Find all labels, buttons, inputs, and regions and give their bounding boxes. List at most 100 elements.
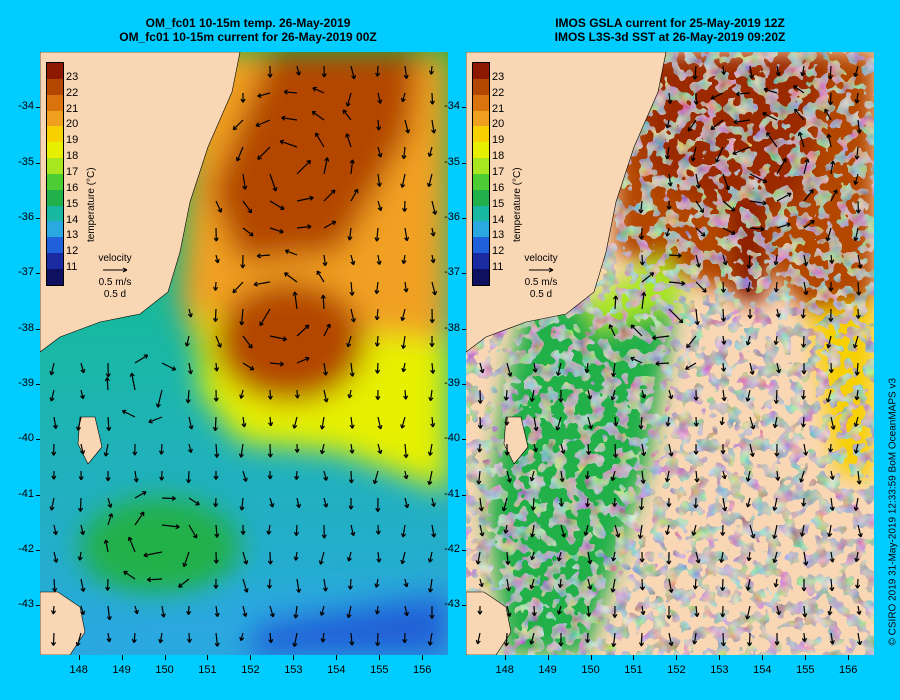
- current-vector-arrow: [855, 200, 861, 214]
- current-vector-arrow: [854, 146, 860, 160]
- current-vector-arrow: [611, 551, 617, 562]
- current-vector-arrow: [78, 470, 84, 481]
- current-vector-arrow: [347, 227, 353, 241]
- current-vector-arrow: [803, 189, 814, 202]
- right-panel-title: IMOS GSLA current for 25-May-2019 12Z IM…: [460, 16, 880, 44]
- current-vector-arrow: [630, 356, 643, 364]
- current-vector-arrow: [50, 632, 57, 646]
- longitude-tick-mark: [379, 655, 381, 660]
- colorbar-title: temperature (°C): [512, 167, 523, 242]
- current-vector-arrow: [213, 551, 219, 564]
- current-vector-arrow: [75, 632, 82, 647]
- left-title-line2: OM_fc01 10-15m current for 26-May-2019 0…: [119, 30, 377, 44]
- current-vector-arrow: [530, 524, 536, 538]
- colorbar-swatch: [473, 63, 489, 79]
- current-vector-arrow: [323, 157, 330, 175]
- current-vector-arrow: [257, 92, 271, 98]
- longitude-tick-mark: [547, 655, 549, 660]
- current-vector-arrow: [614, 524, 621, 538]
- current-vector-arrow: [158, 443, 165, 455]
- current-vector-arrow: [558, 497, 564, 507]
- current-vector-arrow: [797, 131, 805, 148]
- current-vector-arrow: [320, 294, 326, 310]
- model-sst-field: [40, 52, 448, 655]
- current-vector-arrow: [747, 308, 753, 319]
- current-vector-arrow: [267, 65, 273, 78]
- current-vector-arrow: [403, 65, 409, 79]
- current-vector-arrow: [665, 119, 671, 129]
- current-vector-arrow: [722, 227, 736, 235]
- longitude-tick-label: 152: [241, 664, 260, 676]
- satellite-sst-map[interactable]: 23 22 21 20 19 18 17 16 15 14 13 12 11 temperature (…: [466, 52, 874, 655]
- colorbar-label: 16: [492, 181, 505, 194]
- current-vector-arrow: [269, 605, 275, 618]
- current-vector-arrow: [722, 173, 731, 191]
- current-vector-arrow: [856, 470, 862, 485]
- latitude-tick-label: -42: [444, 542, 460, 555]
- current-vector-arrow: [401, 254, 407, 265]
- current-vector-arrow: [854, 92, 860, 104]
- current-vector-arrow: [79, 389, 85, 400]
- current-vector-arrow: [374, 578, 380, 588]
- current-vector-arrow: [400, 416, 406, 429]
- longitude-tick-mark: [121, 655, 123, 660]
- current-vector-arrow: [745, 578, 751, 591]
- longitude-tick-label: 153: [284, 664, 303, 676]
- current-vector-arrow: [295, 65, 301, 76]
- current-vector-arrow: [346, 551, 352, 562]
- current-vector-arrow: [855, 308, 861, 319]
- current-vector-arrow: [403, 443, 409, 459]
- latitude-tick-mark: [36, 439, 40, 441]
- current-vector-arrow: [695, 200, 704, 213]
- current-vector-arrow: [774, 632, 780, 646]
- current-vector-arrow: [773, 578, 779, 588]
- current-vector-arrow: [586, 443, 592, 455]
- current-vector-arrow: [719, 551, 725, 563]
- current-vector-arrow: [766, 132, 778, 148]
- current-vector-arrow: [638, 227, 645, 240]
- latitude-tick-label: -40: [18, 432, 34, 445]
- current-vector-arrow: [503, 389, 509, 401]
- latitude-tick-mark: [36, 328, 40, 330]
- colorbar-label: 17: [66, 166, 79, 178]
- current-vector-arrow: [825, 389, 832, 403]
- current-vector-arrow: [214, 605, 220, 618]
- velocity-legend-duration: 0.5 d: [529, 289, 553, 300]
- current-vector-arrow: [296, 324, 310, 337]
- current-vector-arrow: [475, 632, 481, 645]
- model-temperature-map[interactable]: 23 22 21 20 19 18 17 16 15 14 13 12 11 temperature (…: [40, 52, 448, 655]
- current-vector-arrow: [375, 389, 381, 401]
- current-vector-arrow: [801, 497, 807, 507]
- current-vector-arrow: [722, 254, 728, 266]
- current-vector-arrow: [403, 605, 409, 617]
- current-vector-arrow: [374, 281, 380, 295]
- current-vector-arrow: [824, 108, 832, 121]
- current-vector-arrow: [665, 524, 671, 536]
- current-vector-arrow: [583, 524, 589, 536]
- current-vector-arrow: [801, 632, 808, 643]
- latitude-tick-mark: [462, 162, 466, 164]
- current-vector-arrow: [610, 362, 617, 377]
- current-vector-arrow: [827, 524, 833, 537]
- current-vector-arrow: [294, 389, 300, 399]
- current-vector-arrow: [279, 139, 298, 148]
- current-vector-arrow: [242, 227, 254, 237]
- current-vector-arrow: [402, 200, 408, 212]
- current-vector-arrow: [148, 416, 163, 424]
- current-vector-arrow: [652, 335, 670, 341]
- current-vector-arrow: [772, 497, 778, 511]
- current-vector-arrow: [213, 497, 219, 508]
- current-vector-arrow: [612, 497, 618, 507]
- current-vector-arrow: [240, 524, 246, 535]
- colorbar-label: 12: [66, 245, 79, 258]
- current-vector-arrow: [641, 292, 647, 310]
- current-vector-arrow: [268, 416, 274, 427]
- current-vector-arrow: [720, 605, 726, 618]
- longitude-tick-mark: [633, 655, 635, 660]
- current-vector-arrow: [710, 92, 724, 100]
- current-vector-arrow: [323, 470, 329, 481]
- current-vector-arrow: [803, 281, 809, 296]
- current-vector-arrow: [857, 254, 863, 269]
- current-vector-arrow: [188, 497, 200, 506]
- current-vector-arrow: [377, 443, 383, 455]
